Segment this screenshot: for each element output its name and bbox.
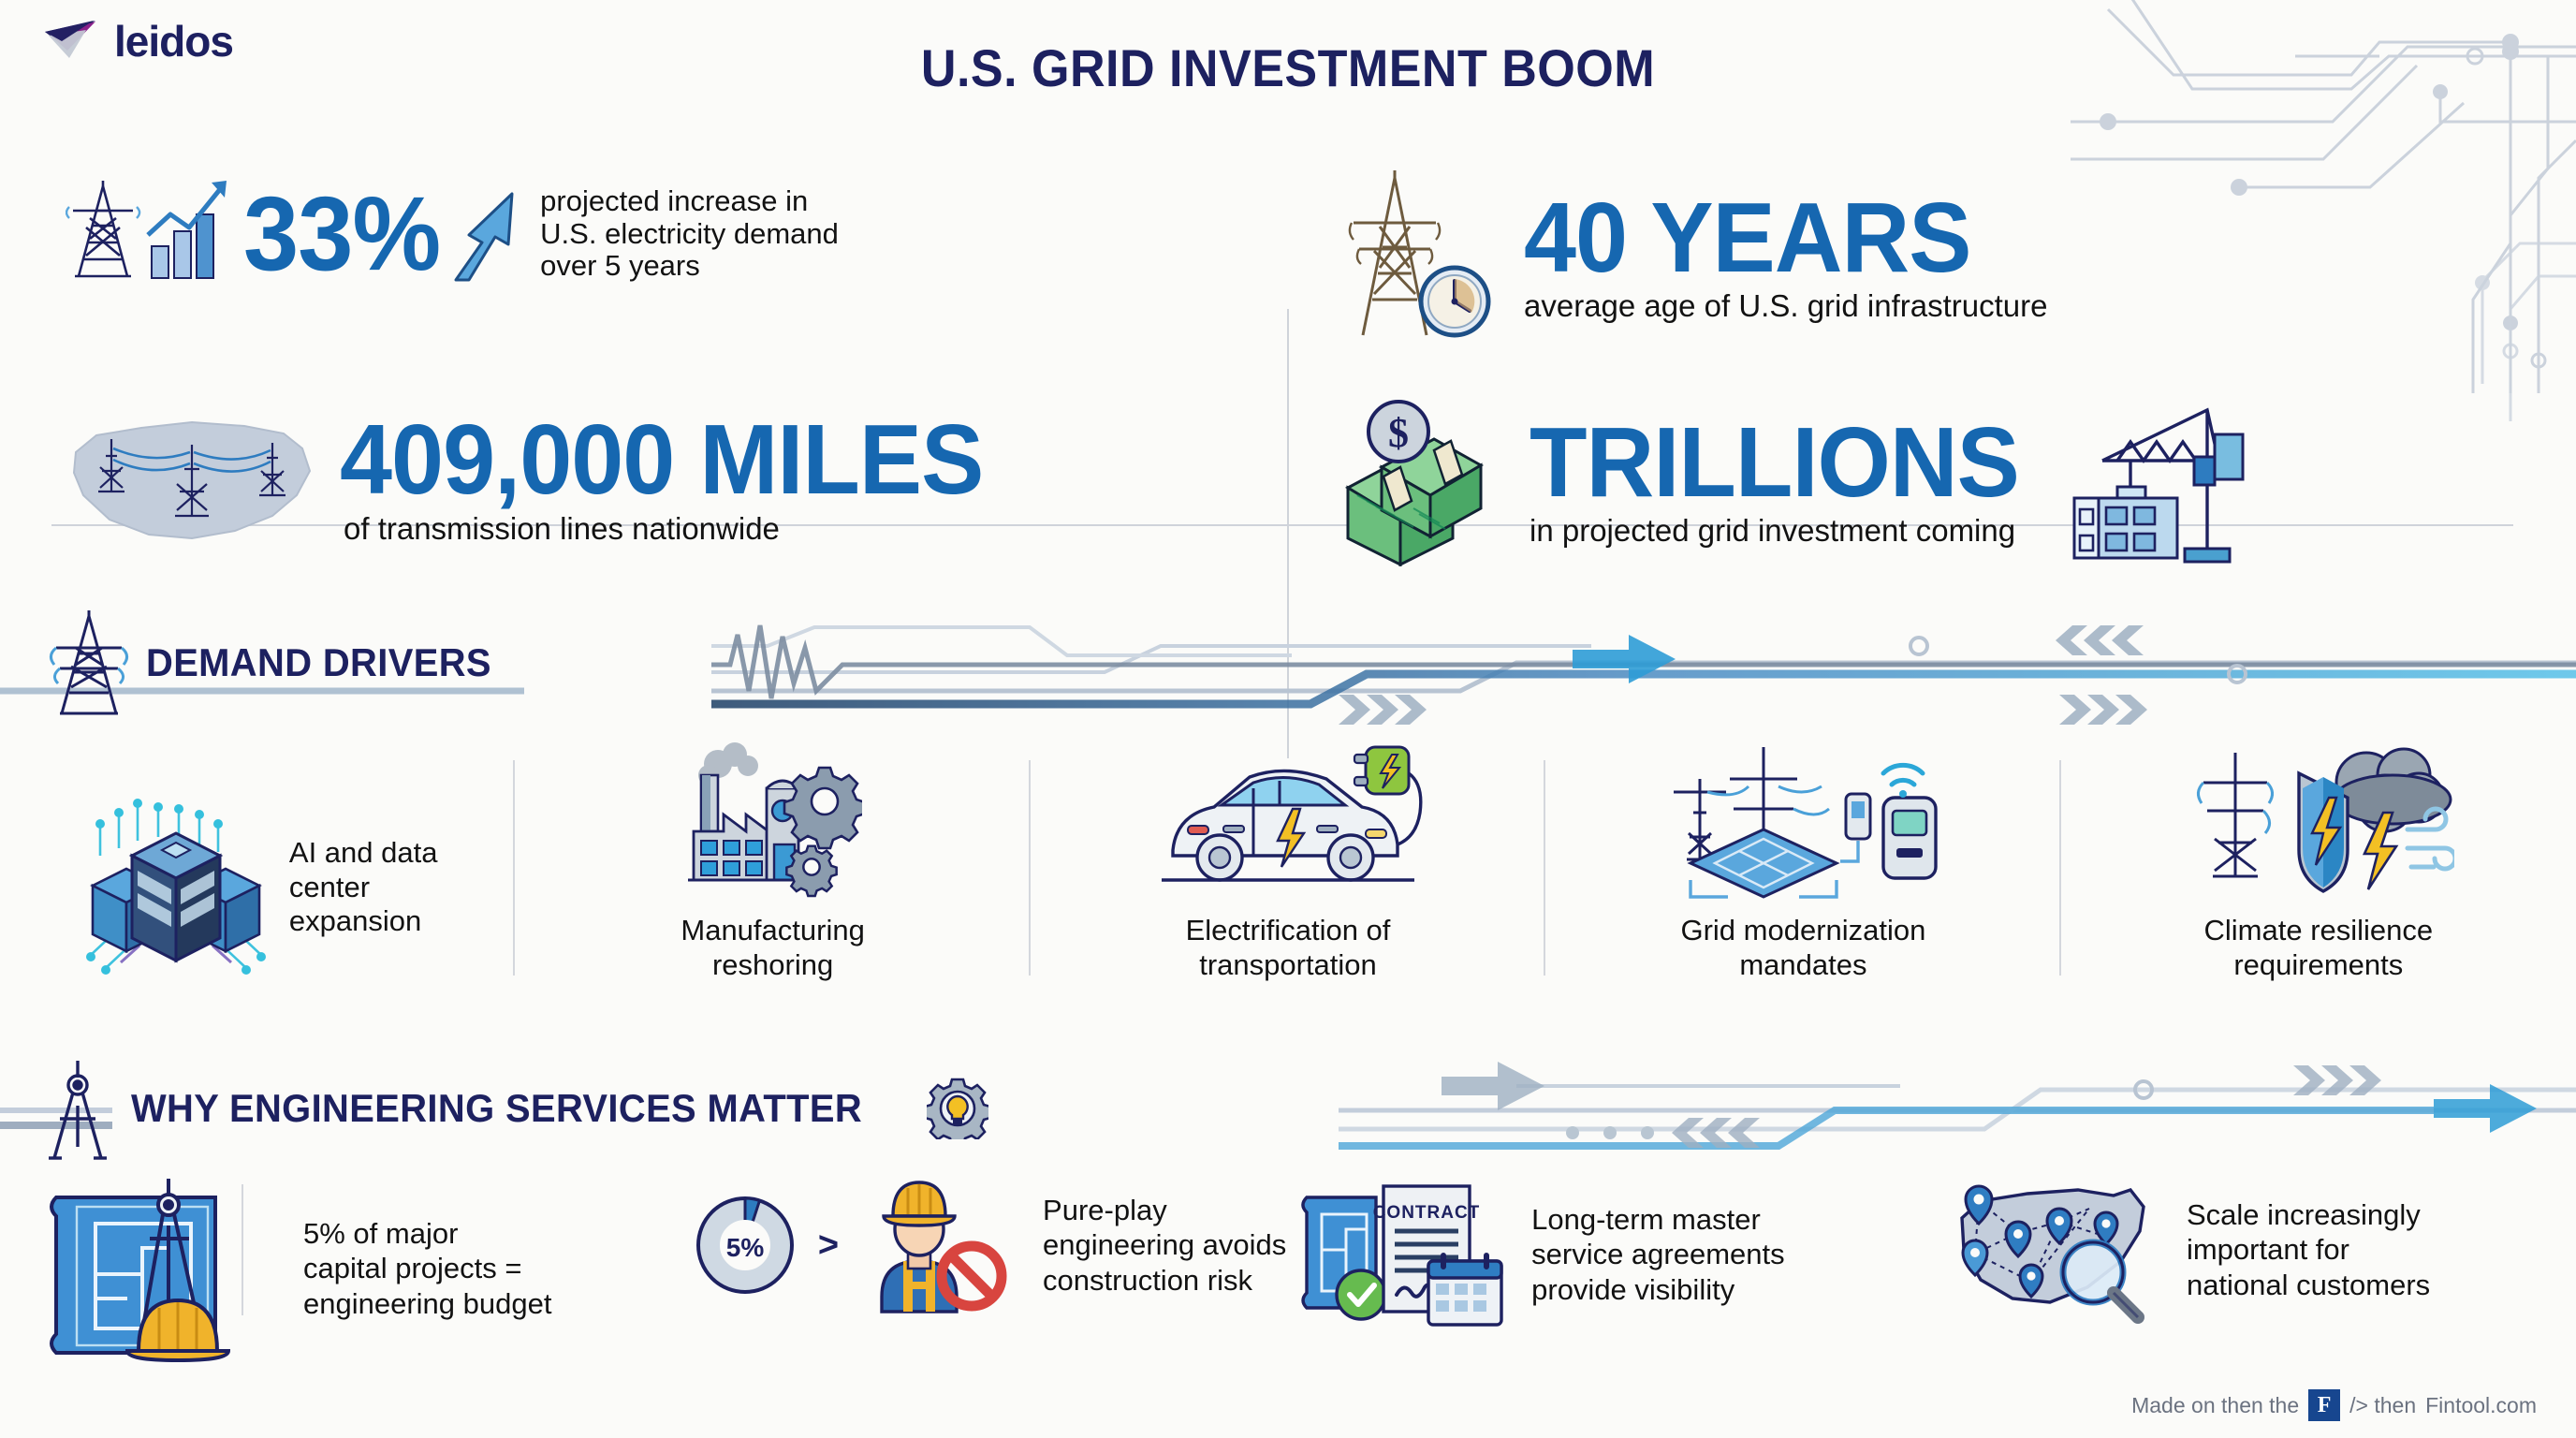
why-label-scale-line1: Scale increasingly [2186, 1198, 2421, 1232]
contract-document-label: CONTRACT [1373, 1203, 1481, 1223]
footer-middle: /> then [2349, 1392, 2417, 1417]
stats-vertical-divider [1287, 309, 1289, 758]
driver-item-ai-data-center: AI and data center expansion [0, 740, 516, 1030]
us-map-transmission-icon [72, 420, 312, 540]
why-label-msa-line1: Long-term master [1531, 1203, 1761, 1237]
smart-grid-meter-icon [1674, 747, 1939, 899]
why-item-master-agreements: CONTRACT Long-term master service agreem… [1299, 1175, 1947, 1334]
why-label-msa-line2: service agreements [1531, 1238, 1785, 1271]
key-stats-grid [0, 150, 2576, 758]
footer-prefix: Made on then the [2131, 1392, 2300, 1417]
stat-transmission-miles: 409,000 MILES of transmission lines nati… [51, 398, 1017, 562]
contract-calendar-blueprint-icon: CONTRACT [1301, 1184, 1503, 1327]
driver-label-grid-line1: Grid modernization [1680, 914, 1926, 946]
stat-value-miles: 409,000 MILES [340, 404, 984, 516]
svg-text:$: $ [1388, 410, 1409, 456]
stat-value-age: 40 YEARS [1524, 182, 1971, 293]
leidos-logo-mark [45, 21, 95, 58]
driver-label-electrification-line2: transportation [1199, 947, 1377, 981]
server-rack-isometric-icon [85, 799, 266, 975]
driver-item-manufacturing: Manufacturing reshoring [515, 740, 1031, 1030]
transmission-tower-icon [50, 610, 128, 715]
driver-item-climate-resilience: Climate resilience requirements [2061, 740, 2576, 1030]
stat-value-investment: TRILLIONS [1530, 406, 2020, 518]
section-title-demand-drivers: DEMAND DRIVERS [146, 640, 491, 684]
driver-label-ai-line2: center [288, 870, 371, 903]
driver-separator [1028, 760, 1031, 976]
driver-item-grid-modernization: Grid modernization mandates [1545, 740, 2061, 1030]
why-label-scale-line2: important for [2186, 1233, 2349, 1267]
why-item-capital-budget: 5% of major capital projects = engineeri… [0, 1175, 689, 1362]
driver-label-climate-line1: Climate resilience [2203, 914, 2434, 946]
why-label-pureplay-line2: engineering avoids [1043, 1228, 1287, 1262]
us-map-pins-magnifier-icon [1960, 1184, 2145, 1324]
why-label-capital-line2: capital projects = [303, 1252, 522, 1285]
electric-vehicle-charging-icon [1162, 745, 1423, 882]
leidos-logo: leidos [43, 17, 234, 66]
stats-horizontal-divider [51, 524, 2513, 526]
money-stack-dollar-icon: $ [1344, 400, 1485, 566]
stat-desc-demand-line2: U.S. electricity demand [540, 216, 839, 250]
driver-separator [1544, 760, 1546, 976]
driver-label-ai-line1: AI and data [288, 836, 438, 870]
comparator-symbol: > [817, 1225, 840, 1265]
up-right-arrow-icon [454, 192, 514, 282]
driver-item-electrification: Electrification of transportation [1031, 740, 1546, 1030]
driver-separator [2058, 760, 2061, 976]
driver-label-grid-line2: mandates [1739, 947, 1867, 981]
donut-value-label: 5% [726, 1233, 765, 1262]
stat-value-demand: 33% [243, 175, 441, 293]
stat-demand-increase: 33% projected increase in U.S. electrici… [66, 173, 839, 295]
worker-no-construction-icon [880, 1181, 1007, 1313]
demand-drivers-list: AI and data center expansion [0, 740, 2576, 1030]
blueprint-compass-hardhat-icon [50, 1179, 231, 1362]
engineering-budget-donut-chart: 5% [695, 1196, 794, 1294]
why-label-scale-line3: national customers [2186, 1268, 2431, 1301]
section-header-why-engineering: WHY ENGINEERING SERVICES MATTER [41, 1053, 989, 1164]
section-header-demand-drivers: DEMAND DRIVERS [49, 607, 509, 719]
why-engineering-list: 5% of major capital projects = engineeri… [0, 1175, 2576, 1372]
why-label-capital-line3: engineering budget [303, 1286, 552, 1320]
why-item-pure-play: 5% > Pure-play engineering avoids constr… [689, 1175, 1299, 1315]
stat-desc-investment: in projected grid investment coming [1530, 513, 2016, 549]
stat-desc-age: average age of U.S. grid infrastructure [1524, 288, 2048, 324]
driver-label-manufacturing-line1: Manufacturing [681, 914, 865, 946]
stat-desc-demand-line3: over 5 years [540, 249, 700, 283]
transmission-tower-growth-chart-icon [66, 181, 227, 279]
factory-gears-icon [687, 742, 862, 898]
aging-tower-clock-icon [1348, 170, 1491, 338]
driver-separator [513, 760, 516, 976]
why-item-national-scale: Scale increasingly important for nationa… [1947, 1175, 2576, 1325]
page-title: U.S. GRID INVESTMENT BOOM [920, 38, 1656, 97]
stat-desc-miles: of transmission lines nationwide [344, 510, 780, 546]
fintool-logo-badge: F [2308, 1389, 2341, 1421]
why-label-msa-line3: provide visibility [1531, 1272, 1735, 1306]
driver-label-electrification-line1: Electrification of [1185, 914, 1391, 946]
driver-label-climate-line2: requirements [2233, 947, 2404, 981]
section-title-why-engineering: WHY ENGINEERING SERVICES MATTER [131, 1086, 863, 1130]
driver-label-manufacturing-line2: reshoring [711, 947, 834, 981]
stat-desc-demand-line1: projected increase in [540, 183, 809, 217]
construction-crane-icon [2072, 407, 2245, 563]
why-label-pureplay-line1: Pure-play [1043, 1194, 1167, 1227]
stat-investment-scale: $ TRILLIONS in projected grid investment… [1329, 398, 2284, 566]
stat-grid-age: 40 YEARS average age of U.S. grid infras… [1339, 169, 2047, 346]
footer-attribution: Made on then the F /> then Fintool.com [2131, 1389, 2537, 1421]
why-label-pureplay-line3: construction risk [1043, 1263, 1252, 1297]
storm-shield-icon [2196, 747, 2454, 893]
footer-link[interactable]: Fintool.com [2425, 1392, 2537, 1417]
why-label-capital-line1: 5% of major [303, 1217, 459, 1251]
leidos-logo-text: leidos [114, 17, 234, 66]
gear-lightbulb-icon [927, 1078, 989, 1139]
drafting-compass-icon [49, 1061, 107, 1160]
driver-label-ai-line3: expansion [288, 904, 422, 938]
why-separator [242, 1184, 243, 1315]
